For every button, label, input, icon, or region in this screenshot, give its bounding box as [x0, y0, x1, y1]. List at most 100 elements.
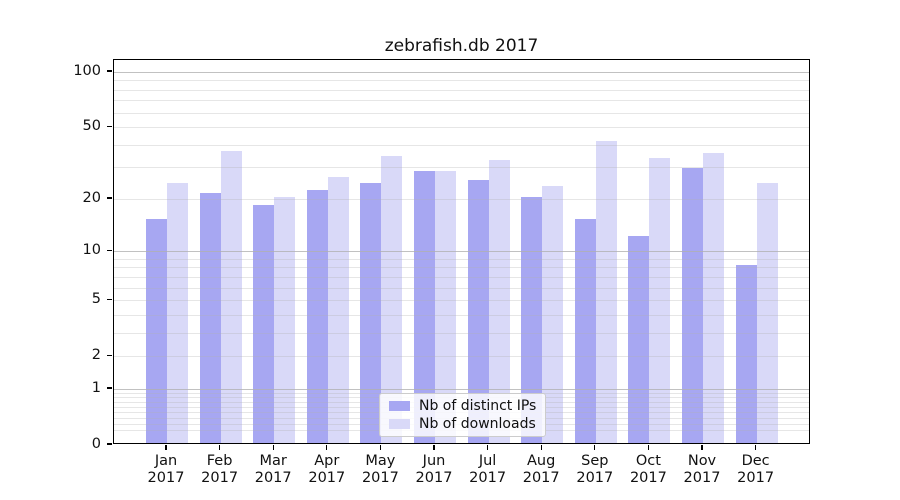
y-tick-label-10: 10	[82, 242, 101, 259]
gridline-minor-90	[114, 80, 809, 82]
bar-nb-of-downloads-feb	[220, 151, 242, 443]
x-tick-year: 2017	[629, 470, 667, 486]
legend-label-distinct-ips: Nb of distinct IPs	[419, 398, 537, 414]
legend-label-downloads: Nb of downloads	[419, 416, 536, 432]
chart-title: zebrafish.db 2017	[384, 36, 539, 56]
x-tick-month: Jul	[478, 453, 497, 469]
legend: Nb of distinct IPs Nb of downloads	[379, 393, 547, 437]
gridline-minor-8	[114, 267, 809, 269]
gridline-minor-80	[114, 89, 809, 91]
y-tick-mark-2	[107, 354, 112, 356]
bar-nb-of-distinct-ips-oct	[628, 235, 650, 443]
bar-nb-of-downloads-jun	[435, 170, 456, 443]
gridline-major-100	[114, 71, 809, 74]
x-tick-label-mar: Mar 2017	[241, 453, 305, 487]
y-tick-label-0: 0	[91, 436, 101, 452]
bar-nb-of-distinct-ips-jun	[414, 170, 435, 443]
y-tick-mark-100	[107, 70, 112, 72]
x-tick-label-jun: Jun 2017	[402, 453, 466, 487]
bar-nb-of-downloads-mar	[274, 196, 296, 443]
x-tick-mark-sep	[594, 445, 596, 450]
bar-nb-of-downloads-oct	[649, 158, 671, 443]
y-tick-mark-0	[107, 443, 112, 445]
x-tick-mark-oct	[647, 445, 649, 450]
y-tick-mark-1	[107, 387, 112, 389]
x-tick-month: Sep	[581, 453, 609, 469]
bar-nb-of-distinct-ips-aug	[521, 196, 543, 443]
y-tick-mark-50	[107, 125, 112, 127]
x-tick-month: Mar	[259, 453, 287, 469]
x-tick-year: 2017	[308, 470, 346, 486]
x-tick-year: 2017	[254, 470, 292, 486]
legend-swatch-distinct-ips	[389, 401, 410, 411]
bar-nb-of-distinct-ips-jan	[146, 218, 167, 443]
bar-nb-of-distinct-ips-dec	[735, 265, 757, 443]
x-tick-mark-jan	[165, 445, 167, 450]
x-tick-year: 2017	[147, 470, 185, 486]
y-tick-label-2: 2	[91, 347, 101, 364]
bar-nb-of-downloads-may	[381, 155, 403, 443]
y-tick-mark-10	[107, 249, 112, 251]
gridline-minor-2	[114, 356, 809, 358]
x-tick-label-may: May 2017	[348, 453, 412, 487]
x-tick-label-oct: Oct 2017	[616, 453, 680, 487]
x-tick-mark-apr	[326, 445, 328, 450]
bar-nb-of-distinct-ips-jul	[467, 179, 489, 443]
gridline-minor-7	[114, 276, 809, 278]
x-tick-year: 2017	[469, 470, 507, 486]
y-tick-label-100: 100	[73, 62, 101, 79]
x-tick-mark-jul	[487, 445, 489, 450]
y-tick-label-5: 5	[91, 291, 101, 308]
bar-nb-of-downloads-apr	[327, 176, 349, 443]
bar-nb-of-distinct-ips-apr	[306, 189, 328, 443]
gridline-minor-4	[114, 314, 809, 316]
x-tick-mark-may	[379, 445, 381, 450]
bar-nb-of-downloads-sep	[595, 140, 617, 443]
legend-swatch-downloads	[389, 419, 410, 429]
x-tick-month: Feb	[206, 453, 233, 469]
x-tick-mark-nov	[701, 445, 703, 450]
x-tick-month: Dec	[741, 453, 770, 469]
y-tick-label-1: 1	[91, 379, 101, 396]
x-tick-year: 2017	[576, 470, 614, 486]
gridline-minor-6	[114, 287, 809, 289]
x-tick-label-sep: Sep 2017	[563, 453, 627, 487]
gridline-minor-5	[114, 300, 809, 302]
bar-nb-of-distinct-ips-feb	[199, 193, 221, 443]
x-tick-month: Aug	[527, 453, 556, 469]
x-tick-month: Oct	[635, 453, 661, 469]
gridline-minor-30	[114, 167, 809, 169]
x-tick-mark-aug	[540, 445, 542, 450]
x-tick-mark-feb	[219, 445, 221, 450]
x-tick-year: 2017	[361, 470, 399, 486]
x-tick-label-apr: Apr 2017	[295, 453, 359, 487]
bar-nb-of-distinct-ips-nov	[682, 168, 703, 443]
x-tick-year: 2017	[415, 470, 453, 486]
x-tick-month: Apr	[314, 453, 340, 469]
x-tick-label-jan: Jan 2017	[134, 453, 198, 487]
x-tick-year: 2017	[522, 470, 560, 486]
x-tick-label-aug: Aug 2017	[509, 453, 573, 487]
bar-nb-of-downloads-aug	[542, 186, 564, 443]
x-tick-month: May	[365, 453, 396, 469]
x-tick-label-nov: Nov 2017	[670, 453, 734, 487]
y-tick-label-20: 20	[82, 189, 101, 206]
gridline-minor-60	[114, 112, 809, 114]
plot-area	[113, 59, 810, 444]
legend-entry-downloads: Nb of downloads	[389, 416, 536, 432]
gridline-minor-3	[114, 332, 809, 334]
bar-nb-of-downloads-nov	[703, 153, 724, 443]
y-tick-mark-5	[107, 298, 112, 300]
x-tick-mark-jun	[433, 445, 435, 450]
bar-nb-of-distinct-ips-mar	[253, 205, 275, 443]
gridline-minor-50	[114, 127, 809, 129]
gridline-minor-20	[114, 198, 809, 200]
x-tick-month: Jun	[422, 453, 446, 469]
gridline-minor-70	[114, 100, 809, 102]
x-tick-label-jul: Jul 2017	[456, 453, 520, 487]
bar-nb-of-downloads-dec	[756, 182, 778, 443]
y-tick-mark-20	[107, 197, 112, 199]
bar-nb-of-distinct-ips-may	[360, 182, 382, 443]
x-tick-month: Jan	[154, 453, 178, 469]
